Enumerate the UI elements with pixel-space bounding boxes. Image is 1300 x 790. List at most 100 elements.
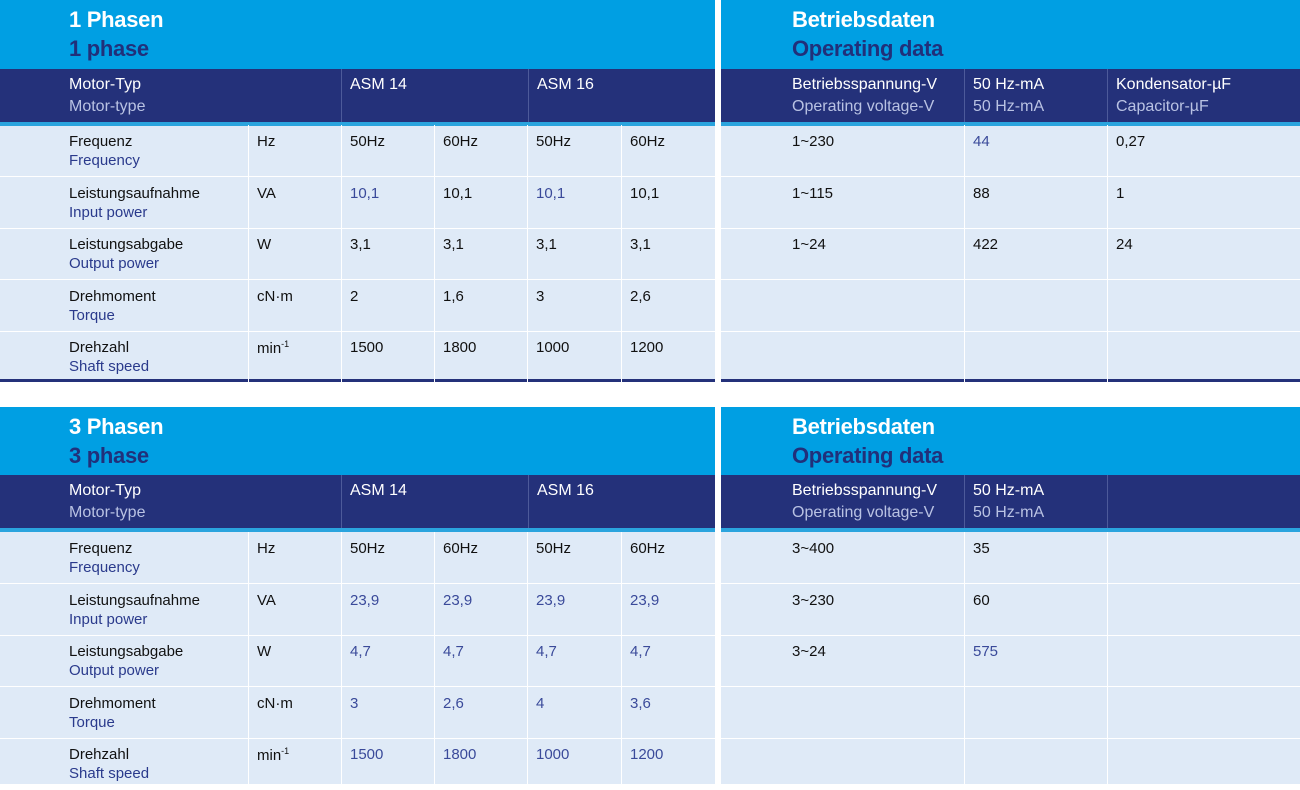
row-label-de: Drehzahl — [69, 339, 130, 356]
value-cell: 4 — [527, 686, 622, 738]
unit-text: cN·m — [257, 287, 293, 305]
value-cell: 60 — [964, 583, 1108, 635]
header-current: 50 Hz-mA 50 Hz-mA — [964, 69, 1108, 122]
row-label: Drehzahl Shaft speed — [61, 331, 248, 382]
value-cell — [1107, 532, 1300, 583]
value-text: 575 — [973, 643, 999, 660]
row-label: Drehmoment Torque — [61, 280, 248, 331]
value-cell: 2,6 — [434, 686, 528, 738]
row-label: Leistungsabgabe Output power — [61, 228, 248, 279]
value-cell: 3~24 — [784, 635, 964, 686]
unit-text: W — [257, 643, 272, 660]
value-cell — [1107, 331, 1300, 382]
value-cell: 1000 — [527, 738, 622, 789]
value-cell: 3 — [527, 279, 622, 331]
value-text: 23,9 — [630, 591, 660, 609]
value-cell: 1800 — [434, 738, 528, 789]
table-row — [721, 738, 1300, 790]
section-title-en: Operating data — [792, 443, 944, 468]
unit-exponent: -1 — [281, 746, 290, 756]
value-cell: 4,7 — [434, 635, 528, 686]
row-label: Drehmoment Torque — [61, 687, 248, 738]
value-cell: 44 — [964, 125, 1108, 176]
row-unit: cN·m — [248, 279, 342, 331]
value-cell: 1500 — [341, 331, 435, 382]
value-text: 3,1 — [443, 236, 464, 253]
value-cell: 1800 — [434, 331, 528, 382]
unit-text: min-1 — [257, 746, 290, 764]
row-label-de: Leistungsabgabe — [69, 236, 184, 253]
value-text: 3 — [350, 694, 359, 712]
value-cell: 1,6 — [434, 279, 528, 331]
value-text: 3,6 — [630, 694, 651, 712]
value-cell — [784, 331, 964, 382]
value-cell: 60Hz — [621, 532, 716, 583]
section-title-en: Operating data — [792, 36, 944, 61]
table-row: Drehzahl Shaft speed min-1 1500 1800 1000 1200 — [0, 738, 715, 790]
table-row: Drehzahl Shaft speed min-1 1500 1800 1000 1200 — [0, 331, 715, 383]
table-row: 1~115 88 1 — [721, 176, 1300, 229]
table-row — [721, 279, 1300, 332]
unit-text: cN·m — [257, 694, 293, 712]
value-cell — [1107, 686, 1300, 738]
row-label-en: Shaft speed — [69, 358, 150, 375]
row-unit: W — [248, 228, 342, 279]
row-label-de: Leistungsabgabe — [69, 643, 184, 660]
header-asm16: ASM 16 — [528, 475, 716, 528]
table-row: Leistungsaufnahme Input power VA 23,9 23,9 23… — [0, 583, 715, 636]
value-text: 0,27 — [1116, 133, 1146, 150]
row-label-de: Drehmoment — [69, 694, 156, 712]
single-phase-motor-table: 1 Phasen 1 phase Motor-Typ Motor-type AS… — [0, 0, 715, 383]
value-text: 3~24 — [792, 643, 826, 660]
header-capacitor: Kondensator-µF Capacitor-µF — [1107, 69, 1300, 122]
value-text: 23,9 — [350, 591, 380, 609]
value-cell — [964, 738, 1108, 789]
row-unit: W — [248, 635, 342, 686]
table-bottom-rule — [721, 379, 1300, 383]
value-text: 10,1 — [350, 184, 380, 202]
row-label-en: Frequency — [69, 559, 140, 576]
row-label-en: Output power — [69, 662, 160, 679]
value-cell: 3~230 — [784, 584, 964, 635]
table-row: Drehmoment Torque cN·m 3 2,6 4 3,6 — [0, 686, 715, 739]
value-cell — [784, 687, 964, 738]
header-asm14: ASM 14 — [341, 475, 528, 528]
table-header: Motor-Typ Motor-type ASM 14 ASM 16 — [0, 475, 715, 532]
row-label-en: Output power — [69, 255, 160, 272]
three-phase-motor-table: 3 Phasen 3 phase Motor-Typ Motor-type AS… — [0, 407, 716, 790]
value-cell — [964, 331, 1108, 382]
value-text: 60Hz — [630, 540, 666, 557]
row-unit: VA — [248, 583, 342, 635]
value-text: 3~400 — [792, 540, 835, 557]
value-text: 10,1 — [536, 184, 566, 202]
value-cell: 1200 — [621, 331, 716, 382]
value-cell — [964, 279, 1108, 331]
unit-text: Hz — [257, 540, 276, 557]
row-label: Leistungsabgabe Output power — [61, 635, 248, 686]
value-text: 2,6 — [630, 287, 651, 305]
unit-exponent: -1 — [281, 339, 290, 349]
value-cell: 60Hz — [434, 125, 528, 176]
header-voltage: Betriebsspannung-V Operating voltage-V — [792, 482, 937, 521]
value-cell: 24 — [1107, 228, 1300, 279]
row-label-en: Input power — [69, 203, 148, 221]
value-text: 23,9 — [536, 591, 566, 609]
value-text: 1200 — [630, 339, 664, 356]
header-empty — [1107, 475, 1300, 528]
unit-text: min-1 — [257, 339, 290, 357]
value-cell: 23,9 — [341, 583, 435, 635]
row-label-en: Shaft speed — [69, 765, 150, 782]
value-cell: 1200 — [621, 738, 716, 789]
row-unit: Hz — [248, 532, 342, 583]
value-text: 1800 — [443, 746, 477, 763]
value-cell: 60Hz — [621, 125, 716, 176]
value-text: 50Hz — [350, 133, 386, 150]
table-row: Leistungsabgabe Output power W 3,1 3,1 3,1 3,1 — [0, 228, 715, 280]
value-cell: 4,7 — [527, 635, 622, 686]
value-text: 3~230 — [792, 591, 835, 609]
header-motor-type: Motor-Typ Motor-type — [69, 76, 146, 115]
table-row: Drehmoment Torque cN·m 2 1,6 3 2,6 — [0, 279, 715, 332]
value-cell — [1107, 279, 1300, 331]
value-text: 4,7 — [443, 643, 464, 660]
unit-text: W — [257, 236, 272, 253]
